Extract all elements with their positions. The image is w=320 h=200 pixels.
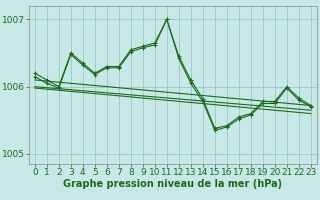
X-axis label: Graphe pression niveau de la mer (hPa): Graphe pression niveau de la mer (hPa) (63, 179, 282, 189)
